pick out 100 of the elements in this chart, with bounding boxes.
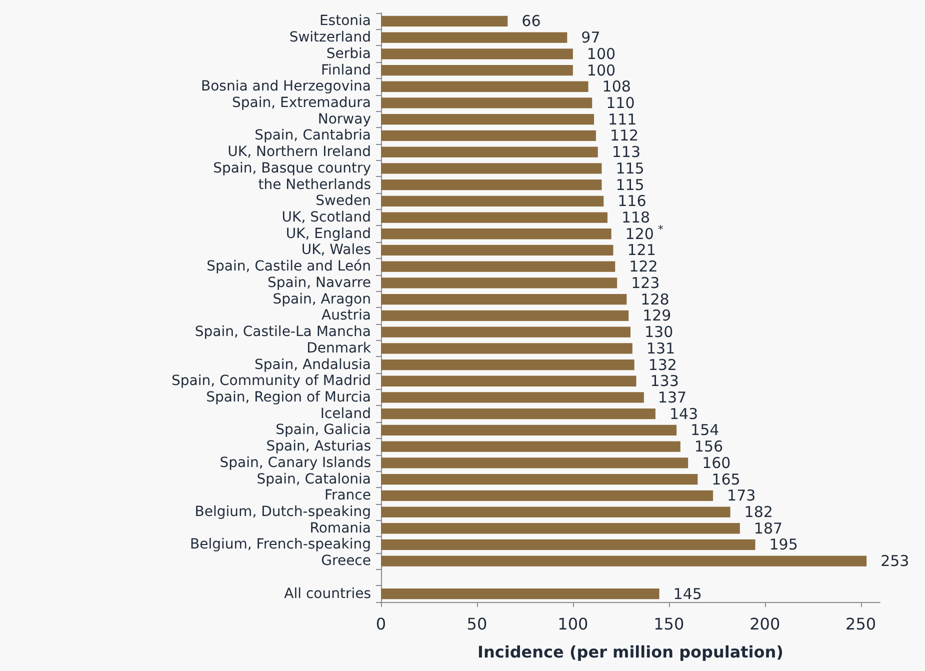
y-tick-label: Iceland [320,406,371,422]
data-label: 66 [522,12,541,30]
bar [381,98,592,108]
x-tick-label: 150 [654,614,684,634]
data-label: 145 [673,584,702,603]
x-tick-label: 200 [750,614,780,634]
y-tick-label: UK, England [286,226,371,242]
data-label: 100 [586,44,616,63]
y-tick-label: Spain, Andalusia [254,356,371,373]
x-tick-label: 0 [376,614,386,634]
y-tick-label: Spain, Cantabria [254,128,371,144]
data-label: 131 [646,339,676,358]
y-tick-label: Norway [318,111,371,128]
x-tick-label: 100 [558,614,588,634]
bar [381,114,594,125]
data-label: 129 [642,306,672,325]
data-label: 100 [586,61,616,80]
bar [381,310,629,321]
data-label: 97 [581,28,600,47]
data-label: 154 [690,421,720,440]
data-label: 128 [640,290,670,308]
data-label: 111 [608,110,637,128]
bar [381,490,714,501]
y-tick-label: Spain, Castile and León [206,258,371,275]
y-tick-label: UK, Wales [301,242,371,258]
bar [381,130,596,142]
y-tick-label: UK, Northern Ireland [228,144,371,160]
data-label: 156 [694,438,724,456]
x-tick-label: 250 [846,614,876,634]
data-label: 173 [727,486,756,505]
data-label: 143 [669,404,698,423]
bar [381,343,632,354]
y-tick-label: All countries [284,586,371,602]
data-label: 187 [754,519,783,538]
x-tick-label: 50 [466,614,488,634]
data-label: 253 [880,552,910,570]
bar [381,278,618,288]
data-label: 133 [650,372,679,390]
data-label: 121 [627,241,656,260]
bar [381,523,740,534]
y-tick-label: Spain, Aragon [272,291,371,308]
bar [381,588,660,600]
y-tick-label: Estonia [319,13,371,30]
y-tick-label: the Netherlands [258,176,371,193]
bar [381,326,630,338]
y-tick-label: Spain, Asturias [266,438,371,455]
bar [381,474,698,485]
y-tick-label: Spain, Community of Madrid [171,373,371,390]
bar [381,16,508,26]
y-tick-label: France [324,488,371,504]
bar [381,458,688,468]
bar [381,244,614,256]
data-label: 123 [631,274,660,292]
bar [381,539,756,550]
y-tick-label: Spain, Extremadura [232,94,371,111]
bar [381,294,627,305]
bar [381,81,588,92]
bar [381,196,604,206]
data-label: 195 [769,536,798,554]
data-label: 116 [618,192,646,210]
bar [381,376,636,386]
y-tick-label: Denmark [306,340,372,356]
bar [381,228,612,240]
data-label: 130 [644,323,674,342]
data-label: 132 [648,356,677,374]
y-tick-label: Bosnia and Herzegovina [201,78,371,95]
data-label: 160 [702,454,731,472]
y-tick-label: Serbia [326,46,371,62]
bar [381,506,730,518]
data-label: 115 [616,159,644,178]
data-label: 122 [629,258,658,276]
data-label: 113 [612,143,641,162]
bar [381,392,644,403]
y-tick-label: Spain, Canary Islands [220,454,371,471]
y-tick-label: Switzerland [289,30,371,46]
bar [381,261,616,272]
bar [381,179,602,190]
y-tick-label: Finland [320,62,371,78]
bar [381,556,867,566]
bar [381,32,568,43]
y-tick-label: UK, Scotland [282,210,371,226]
bar [381,212,608,223]
y-tick-label: Spain, Region of Murcia [206,389,371,406]
data-label: 137 [658,388,687,406]
y-tick-label: Belgium, French-speaking [190,536,371,553]
data-label: 182 [744,503,773,522]
y-tick-label: Sweden [316,193,371,210]
bar [381,359,634,370]
data-label: 110 [606,94,635,112]
y-tick-label: Greece [321,553,371,570]
y-tick-label: Austria [322,308,371,324]
bar [381,408,656,420]
bar [381,146,598,158]
data-label: 115 [616,176,644,194]
y-tick-label: Romania [310,520,371,536]
data-label: 108 [602,78,631,96]
bar [381,48,573,60]
y-tick-label: Spain, Navarre [267,274,371,291]
y-tick-label: Spain, Basque country [213,160,371,176]
data-label: 112 [610,126,639,145]
